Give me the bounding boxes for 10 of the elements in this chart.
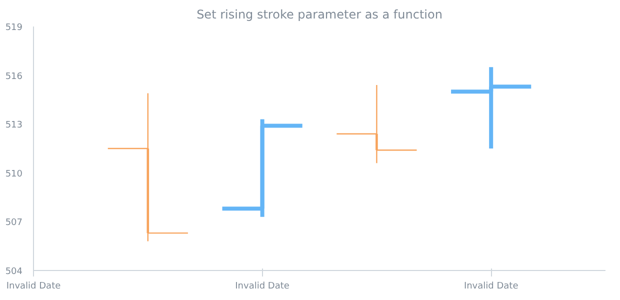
y-tick-label: 510 bbox=[5, 169, 23, 180]
chart-title: Set rising stroke parameter as a function bbox=[196, 8, 442, 22]
y-tick-label: 504 bbox=[5, 267, 23, 277]
y-tick-label: 507 bbox=[5, 218, 23, 228]
candlestick bbox=[220, 117, 304, 219]
candlestick bbox=[449, 65, 534, 150]
y-tick-label: 519 bbox=[5, 23, 23, 33]
candlestick bbox=[107, 92, 189, 242]
y-tick-label: 513 bbox=[5, 120, 23, 131]
y-tick-label: 516 bbox=[5, 72, 23, 82]
